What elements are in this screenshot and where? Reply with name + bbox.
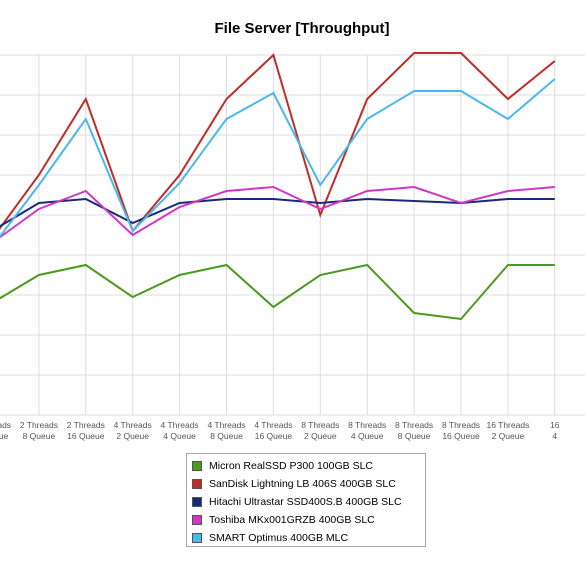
x-tick-label: 2 Queue xyxy=(116,431,149,441)
series-line xyxy=(0,78,556,239)
chart-title: File Server [Throughput] xyxy=(214,20,390,37)
legend-label: Toshiba MKx001GRZB 400GB SLC xyxy=(209,514,375,526)
series-lines xyxy=(0,52,556,321)
x-tick-label: 2 Queue xyxy=(492,431,525,441)
legend-entry: Toshiba MKx001GRZB 400GB SLC xyxy=(192,511,425,529)
series-line xyxy=(0,185,555,239)
legend-swatch xyxy=(192,515,202,525)
x-tick-label: 4 Threads xyxy=(254,420,292,430)
legend-entry: Micron RealSSD P300 100GB SLC xyxy=(192,457,425,475)
legend-swatch xyxy=(192,533,202,543)
x-tick-label: 8 Queue xyxy=(0,431,9,441)
legend-swatch xyxy=(192,479,202,489)
x-tick-label: 16 xyxy=(550,420,560,430)
legend-entry: SanDisk Lightning LB 406S 400GB SLC xyxy=(192,475,425,493)
x-tick-label: 16 Queue xyxy=(255,431,293,441)
x-tick-label: 8 Threads xyxy=(348,420,386,430)
x-tick-label: 4 Threads xyxy=(114,420,152,430)
series-line xyxy=(0,52,556,233)
x-tick-label: 1 Threads xyxy=(0,420,11,430)
x-tick-label: 16 Queue xyxy=(442,431,480,441)
x-tick-label: 8 Threads xyxy=(395,420,433,430)
legend-swatch xyxy=(192,497,202,507)
x-tick-label: 4 xyxy=(552,431,557,441)
legend-label: SanDisk Lightning LB 406S 400GB SLC xyxy=(209,478,396,490)
legend: Micron RealSSD P300 100GB SLC SanDisk Lig… xyxy=(186,453,426,547)
legend-label: Hitachi Ultrastar SSD400S.B 400GB SLC xyxy=(209,496,402,508)
x-tick-label: 2 Queue xyxy=(304,431,337,441)
x-tick-label: 8 Threads xyxy=(301,420,339,430)
legend-swatch xyxy=(192,461,202,471)
x-tick-label: 2 Threads xyxy=(67,420,105,430)
x-tick-label: 16 Queue xyxy=(67,431,105,441)
x-tick-label: 4 Threads xyxy=(161,420,199,430)
grid xyxy=(0,54,585,416)
x-tick-label: 4 Queue xyxy=(351,431,384,441)
x-tick-label: 8 Queue xyxy=(210,431,243,441)
x-tick-label: 4 Queue xyxy=(163,431,196,441)
x-tick-label: 2 Threads xyxy=(20,420,58,430)
x-tick-label: 8 Queue xyxy=(398,431,431,441)
x-tick-label: 4 Threads xyxy=(207,420,245,430)
x-tick-label: 16 Threads xyxy=(486,420,529,430)
x-tick-label: 8 Queue xyxy=(23,431,56,441)
legend-entry: Hitachi Ultrastar SSD400S.B 400GB SLC xyxy=(192,493,425,511)
legend-label: Micron RealSSD P300 100GB SLC xyxy=(209,460,373,472)
x-tick-label: 8 Threads xyxy=(442,420,480,430)
legend-entry: SMART Optimus 400GB MLC xyxy=(192,529,425,547)
series-line xyxy=(0,263,555,321)
legend-label: SMART Optimus 400GB MLC xyxy=(209,532,349,544)
